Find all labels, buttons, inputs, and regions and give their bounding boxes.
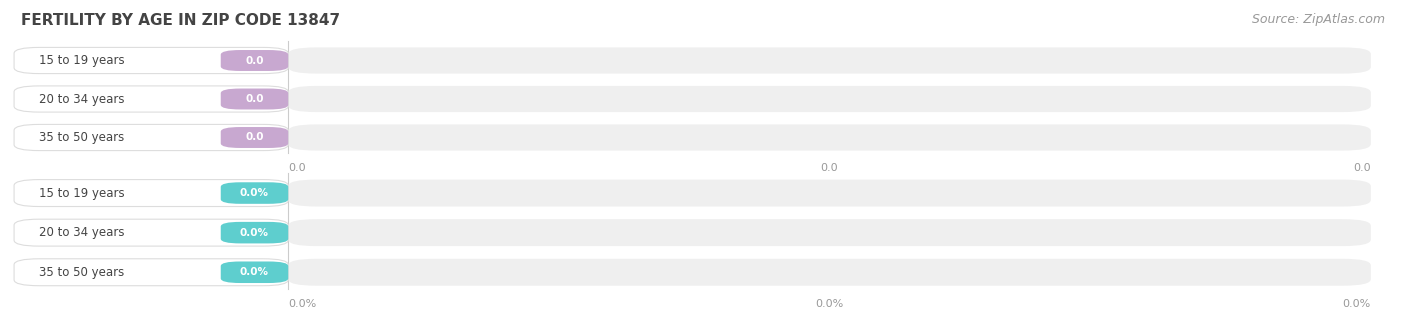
Text: 20 to 34 years: 20 to 34 years: [39, 226, 125, 239]
FancyBboxPatch shape: [288, 86, 1371, 112]
FancyBboxPatch shape: [14, 48, 288, 74]
Text: 0.0: 0.0: [245, 133, 264, 143]
Text: Source: ZipAtlas.com: Source: ZipAtlas.com: [1251, 13, 1385, 26]
Text: 0.0%: 0.0%: [240, 267, 269, 277]
FancyBboxPatch shape: [14, 86, 288, 112]
Text: 0.0%: 0.0%: [240, 228, 269, 238]
FancyBboxPatch shape: [288, 48, 1371, 74]
FancyBboxPatch shape: [221, 261, 288, 283]
Text: 0.0%: 0.0%: [240, 188, 269, 198]
Text: 0.0: 0.0: [821, 163, 838, 173]
Text: FERTILITY BY AGE IN ZIP CODE 13847: FERTILITY BY AGE IN ZIP CODE 13847: [21, 13, 340, 28]
FancyBboxPatch shape: [221, 127, 288, 148]
FancyBboxPatch shape: [14, 219, 288, 246]
Text: 35 to 50 years: 35 to 50 years: [39, 131, 125, 144]
Text: 0.0: 0.0: [245, 94, 264, 104]
FancyBboxPatch shape: [288, 259, 1371, 286]
FancyBboxPatch shape: [14, 124, 288, 150]
FancyBboxPatch shape: [288, 219, 1371, 246]
Text: 15 to 19 years: 15 to 19 years: [39, 186, 125, 200]
FancyBboxPatch shape: [14, 259, 288, 286]
Text: 0.0%: 0.0%: [815, 299, 844, 309]
FancyBboxPatch shape: [221, 88, 288, 110]
FancyBboxPatch shape: [14, 180, 288, 207]
Text: 0.0%: 0.0%: [288, 299, 316, 309]
Text: 15 to 19 years: 15 to 19 years: [39, 54, 125, 67]
Text: 0.0: 0.0: [288, 163, 307, 173]
FancyBboxPatch shape: [288, 180, 1371, 207]
FancyBboxPatch shape: [221, 50, 288, 71]
FancyBboxPatch shape: [221, 222, 288, 244]
Text: 0.0: 0.0: [245, 55, 264, 65]
Text: 20 to 34 years: 20 to 34 years: [39, 92, 125, 106]
FancyBboxPatch shape: [221, 182, 288, 204]
FancyBboxPatch shape: [288, 124, 1371, 150]
Text: 0.0: 0.0: [1353, 163, 1371, 173]
Text: 0.0%: 0.0%: [1343, 299, 1371, 309]
Text: 35 to 50 years: 35 to 50 years: [39, 266, 125, 279]
